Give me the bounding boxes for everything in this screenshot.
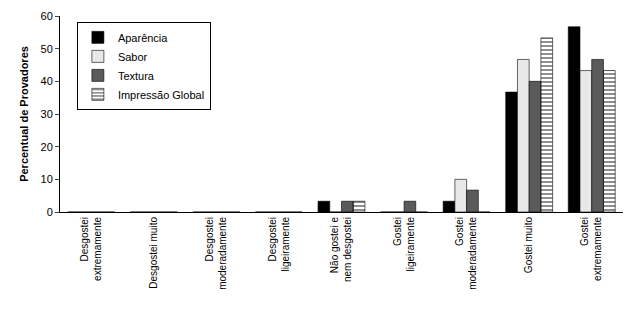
svg-text:60: 60 [41,10,53,22]
svg-text:50: 50 [41,43,53,55]
svg-text:Gosteiextremamente: Gosteiextremamente [579,217,603,281]
svg-text:Desgosteiligeiramente: Desgosteiligeiramente [267,217,291,272]
svg-text:Gostei muito: Gostei muito [523,217,534,274]
svg-text:Desgostei muito: Desgostei muito [148,217,159,289]
svg-text:Desgosteiextremamente: Desgosteiextremamente [79,217,103,281]
svg-text:Não gostei enem desgostei: Não gostei enem desgostei [329,217,353,282]
svg-text:Textura: Textura [118,70,155,82]
svg-text:Sabor: Sabor [118,51,148,63]
svg-text:10: 10 [41,173,53,185]
svg-text:Percentual de Provadores: Percentual de Provadores [18,46,30,182]
svg-text:Aparência: Aparência [118,32,168,44]
svg-text:0: 0 [47,206,53,218]
svg-text:Desgosteimoderadamente: Desgosteimoderadamente [204,217,228,290]
svg-text:Gosteiligeiramente: Gosteiligeiramente [392,217,416,272]
svg-text:Impressão Global: Impressão Global [118,89,204,101]
svg-text:Gosteimoderadamente: Gosteimoderadamente [454,217,478,290]
svg-text:30: 30 [41,108,53,120]
svg-text:20: 20 [41,141,53,153]
svg-text:40: 40 [41,75,53,87]
